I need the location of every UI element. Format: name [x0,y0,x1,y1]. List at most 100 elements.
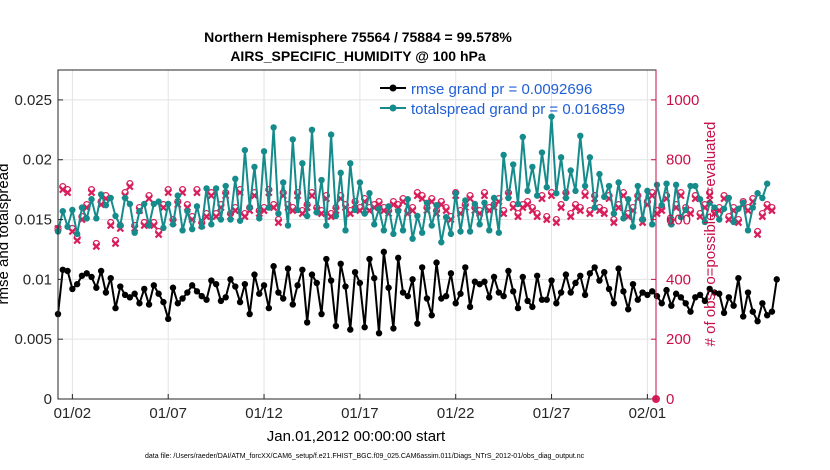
rmse-point [763,312,771,319]
rmse-point [395,254,402,262]
rmse-point [265,304,273,312]
rmse-point [500,292,507,300]
totalspread-point [591,204,598,211]
obs-evaluated-point [542,215,551,224]
totalspread-point [155,198,162,205]
rmse-point [117,283,124,290]
totalspread-point [696,196,704,203]
obs-evaluated-point [164,188,172,197]
rmse-point [69,285,76,293]
rmse-point [193,288,201,295]
totalspread-point [428,222,435,229]
y-tick-label-right: 600 [666,212,691,229]
rmse-point [524,297,531,305]
y-tick-label-left: 0.01 [23,271,52,288]
rmse-point [371,274,378,282]
obs-evaluated-point [442,206,450,215]
totalspread-point [418,229,426,236]
obs-evaluated-point [269,203,278,212]
rmse-point [136,300,143,307]
chart-title: Northern Hemisphere 75564 / 75884 = 99.5… [204,29,512,45]
rmse-point [303,319,311,326]
totalspread-point [145,222,153,229]
totalspread-point [270,124,277,131]
x-axis-label: Jan.01,2012 00:00:00 start [267,428,446,445]
rmse-point [145,301,153,308]
x-tick-label: 01/22 [437,405,475,422]
rmse-point [270,263,277,270]
rmse-point [375,330,383,337]
obs-evaluated-point [614,203,623,212]
totalspread-point [83,215,90,222]
totalspread-point [581,182,589,190]
totalspread-point [193,203,201,210]
rmse-point [634,296,641,303]
totalspread-point [102,201,110,209]
totalspread-point [121,194,129,202]
rmse-point [720,309,728,317]
obs-evaluated-point [653,209,661,218]
totalspread-point [198,223,205,230]
rmse-point [409,276,416,283]
totalspread-point [265,204,273,211]
totalspread-point [567,167,574,174]
y-axis-left-label: rmse and totalspread [0,164,12,305]
obs-evaluated-point [111,239,120,248]
totalspread-point [577,132,584,139]
obs-evaluated-point [648,191,656,200]
rmse-point [677,294,685,301]
rmse-point [366,255,373,263]
rmse-point [620,288,627,295]
totalspread-point [318,176,325,184]
totalspread-point [759,194,766,202]
rmse-point [682,300,689,307]
x-tick-label: 01/02 [54,405,92,422]
rmse-point [529,303,536,311]
rmse-point [471,278,479,285]
rmse-point [64,267,71,275]
totalspread-point [97,191,105,198]
totalspread-point [711,204,718,211]
obs-evaluated-point [140,221,149,230]
rmse-point [668,302,675,309]
rmse-point [155,290,162,297]
totalspread-point [744,227,752,234]
rmse-point [768,308,776,315]
rmse-point [481,278,488,285]
totalspread-point [701,218,709,226]
rmse-point [83,270,90,277]
totalspread-point [93,215,100,222]
totalspread-point [562,194,570,202]
rmse-point [701,297,709,305]
totalspread-point [749,204,756,211]
obs-evaluated-point [418,194,426,203]
rmse-point [510,288,517,295]
totalspread-point [275,210,282,217]
rmse-point [174,300,181,307]
rmse-point [725,294,733,301]
y-tick-label-right: 0 [666,391,674,408]
y-tick-label-left: 0.02 [23,152,52,169]
rmse-point [514,304,522,312]
totalspread-point [150,200,158,208]
totalspread-point [342,227,349,234]
totalspread-point [69,206,76,214]
obs-evaluated-point [159,203,168,212]
obs-evaluated-point [193,188,201,197]
totalspread-point [543,184,550,191]
rmse-point [323,255,330,263]
totalspread-point [548,113,555,120]
y-tick-label-left: 0.015 [14,212,52,229]
obs-evaluated-point [154,230,163,239]
rmse-point [179,295,186,302]
rmse-point [648,288,656,295]
obs-evaluated-point [528,206,537,215]
rmse-point [428,312,435,319]
totalspread-point [188,225,196,233]
totalspread-point [462,197,469,204]
chart-subtitle: AIRS_SPECIFIC_HUMIDITY @ 100 hPa [230,48,486,64]
totalspread-point [303,212,311,220]
totalspread-point [735,205,742,212]
totalspread-point [629,223,637,230]
